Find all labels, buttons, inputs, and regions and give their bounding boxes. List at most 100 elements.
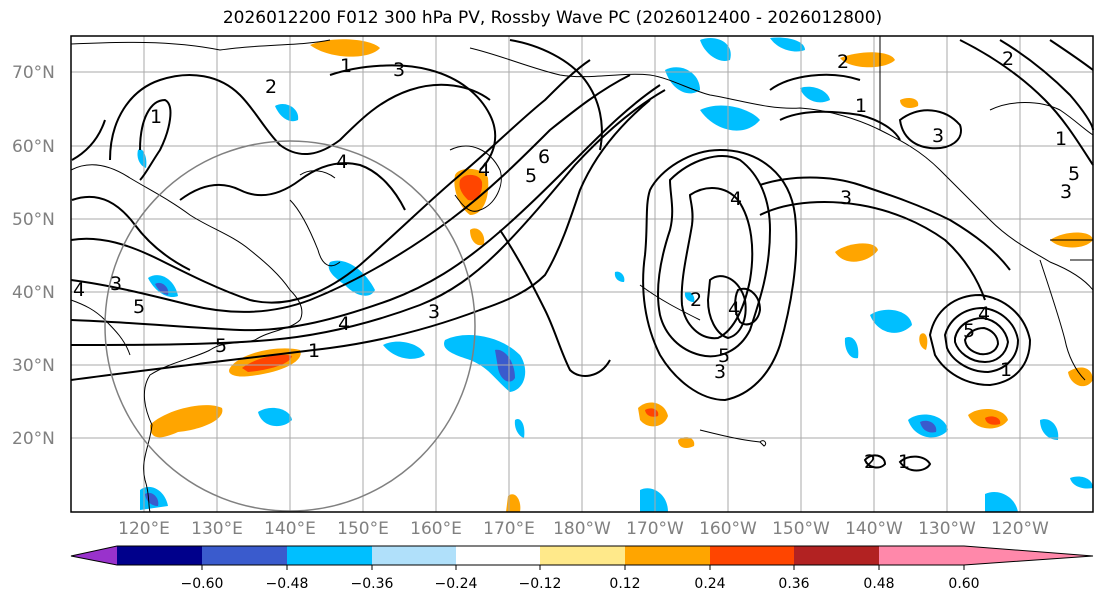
lon-tick-label: 150°E [337,519,389,539]
colorbar-segment [710,546,794,565]
pv-contour [769,73,901,141]
contour-label: 2 [690,289,702,311]
contour-label: 5 [133,296,145,318]
contour-label: 1 [308,340,320,362]
lat-tick-label: 50°N [12,210,55,230]
lon-tick-label: 120°E [118,519,170,539]
colorbar-outline [70,545,1094,566]
pv-contour [70,74,631,313]
contour-label: 2 [1002,48,1014,70]
colorbar-segment [117,546,202,565]
pv-contours [70,39,1094,472]
colorbar-segment [964,546,1093,565]
anomaly-positive [919,333,928,350]
pv-contour [657,155,772,358]
anomaly-negative [700,38,731,61]
lon-tick-label: 140°E [264,519,316,539]
pv-contour [959,39,1094,166]
contour-label: 1 [898,451,910,473]
contour-labels: 2 1 3 4 4 5 6 1 3 4 3 4 4 3 1 2 5 2 4 5 … [73,48,1080,473]
lon-tick-label: 120°W [991,519,1049,539]
anomaly-negative [920,420,937,433]
map-frame [70,35,1094,513]
contour-label: 1 [1000,359,1012,381]
lat-tick-label: 70°N [12,63,55,83]
colorbar-segment [202,546,287,565]
anomaly-negative [640,488,668,512]
colorbar-tick-label: −0.60 [181,576,224,592]
lon-tick-label: 180°W [553,519,611,539]
anomaly-negative [275,103,299,122]
anomaly-negative [684,291,695,302]
anomaly-positive [242,354,292,372]
contour-label: 6 [538,146,550,168]
pv-contour [706,275,747,340]
contour-label: 1 [1055,128,1067,150]
pv-contour [109,74,491,161]
reference-circle [104,140,476,512]
colorbar-segment [456,546,540,565]
anomaly-negative [383,341,425,359]
colorbar-tick-label: 0.60 [948,576,979,592]
anomaly-negative [665,67,700,94]
contour-label: 4 [73,279,85,301]
pv-contour [943,306,1020,374]
lon-tick-label: 170°E [483,519,535,539]
pv-contour [759,201,986,301]
contour-label: 5 [525,165,537,187]
pv-contour [680,187,754,340]
pv-contour [499,229,611,377]
pv-contour [139,98,172,181]
anomaly-negative [1040,419,1059,440]
contour-label: 3 [393,59,405,81]
contour-label: 3 [1060,181,1072,203]
pv-contour [759,176,1011,271]
lat-tick-label: 40°N [12,283,55,303]
map-title: 2026012200 F012 300 hPa PV, Rossby Wave … [222,8,883,28]
pv-contour [734,287,762,326]
anomaly-positive [985,416,1001,425]
anomaly-negative [800,86,830,103]
pv-contour [70,59,591,304]
lat-tick-label: 30°N [12,356,55,376]
anomaly-positive [506,494,521,512]
colorbar-tick-label: 0.12 [609,576,640,592]
colorbar-tick-label: −0.24 [435,576,478,592]
anomaly-negative [514,418,525,438]
lon-tick-label: 130°E [191,519,243,539]
pv-contour [179,162,406,211]
contour-label: 1 [855,95,867,117]
colorbar-segment [287,546,372,565]
colorbar-segment [794,546,879,565]
pv-contour [863,454,887,469]
contour-label: 3 [714,361,726,383]
anomaly-positive [678,437,695,448]
pv-contour [329,64,497,171]
contour-label: 5 [963,320,975,342]
colorbar: −0.60 −0.48 −0.36 −0.24 −0.12 0.12 0.24 … [70,545,1094,592]
pv-contour [70,84,661,332]
pv-contour [898,455,932,472]
anomaly-positive [1068,367,1093,387]
anomaly-negative [985,492,1018,512]
lon-tick-label: 160°W [699,519,757,539]
pv-contour [898,109,962,150]
pv-contour [928,293,1032,387]
contour-label: 1 [150,106,162,128]
contour-label: 5 [1068,163,1080,185]
lon-tick-label: 160°E [410,519,462,539]
contour-label: 2 [265,76,277,98]
colorbar-tick-label: −0.36 [351,576,394,592]
anomaly-negative [495,349,515,382]
contour-label: 3 [428,301,440,323]
lat-tick-label: 20°N [12,429,55,449]
anomaly-positive [835,243,878,262]
anomaly-positive [840,52,895,68]
anomaly-negative [258,407,292,427]
contour-label: 4 [978,303,990,325]
anomaly-negative [700,105,760,131]
anomaly-negative [770,37,805,52]
colorbar-segment [372,546,456,565]
contour-label: 4 [728,298,740,320]
contour-label: 3 [932,125,944,147]
